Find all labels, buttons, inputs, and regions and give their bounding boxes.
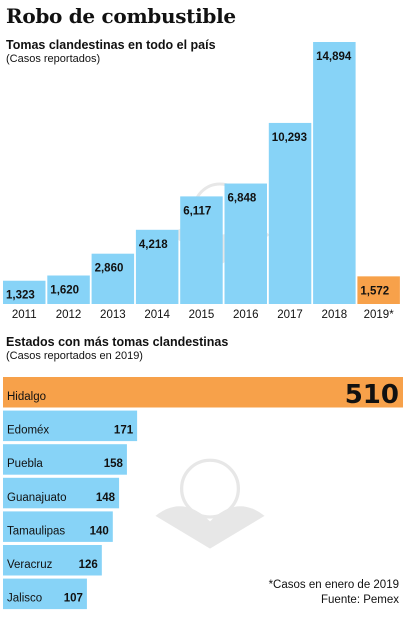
hbar-value-Hidalgo: 510 bbox=[345, 380, 399, 410]
hbar-label-Jalisco: Jalisco bbox=[7, 593, 42, 605]
x-tick-2018: 2018 bbox=[322, 309, 348, 321]
hbar-label-Guanajuato: Guanajuato bbox=[7, 492, 66, 504]
bar-value-2012: 1,620 bbox=[50, 285, 79, 297]
top-chart-title: Tomas clandestinas en todo el país bbox=[6, 38, 216, 52]
bar-2016 bbox=[224, 183, 267, 304]
x-tick-2012: 2012 bbox=[56, 309, 82, 321]
x-tick-2015: 2015 bbox=[189, 309, 215, 321]
bar-2014 bbox=[135, 229, 179, 304]
hbar-value-Jalisco: 107 bbox=[64, 593, 83, 605]
hbar-Edoméx bbox=[3, 410, 138, 442]
bar-2017 bbox=[268, 122, 312, 304]
hbar-Jalisco bbox=[3, 578, 87, 610]
bar-2013 bbox=[91, 253, 135, 304]
bar-value-2018: 14,894 bbox=[316, 51, 352, 63]
bar-value-2017: 10,293 bbox=[272, 132, 307, 144]
vertical-bar-chart: 1,323 2011 1,620 2012 2,860 2013 4,218 2014 6,11… bbox=[3, 42, 400, 321]
bar-2015 bbox=[180, 196, 223, 304]
source: Fuente: Pemex bbox=[321, 594, 399, 606]
bar-value-2013: 2,860 bbox=[95, 263, 124, 275]
hbar-Veracruz bbox=[3, 545, 102, 576]
x-tick-2013: 2013 bbox=[100, 309, 126, 321]
footnote: *Casos en enero de 2019 bbox=[268, 579, 399, 591]
hbar-value-Guanajuato: 148 bbox=[96, 492, 116, 504]
bar-value-2016: 6,848 bbox=[228, 193, 257, 205]
hbar-value-Puebla: 158 bbox=[104, 458, 124, 470]
bar-2019* bbox=[357, 276, 400, 304]
x-tick-2019*: 2019* bbox=[364, 309, 395, 321]
hbar-value-Tamaulipas: 140 bbox=[90, 525, 109, 537]
x-tick-2016: 2016 bbox=[233, 309, 259, 321]
hbar-label-Edoméx: Edoméx bbox=[7, 425, 49, 437]
watermark-eagle-icon-2 bbox=[155, 458, 265, 549]
hbar-Puebla bbox=[3, 444, 127, 475]
x-tick-2017: 2017 bbox=[277, 309, 303, 321]
hbar-Guanajuato bbox=[3, 477, 120, 509]
bar-value-2011: 1,323 bbox=[6, 290, 35, 302]
hbar-label-Hidalgo: Hidalgo bbox=[7, 391, 46, 403]
bar-value-2015: 6,117 bbox=[183, 205, 211, 217]
chart-title: Robo de combustible bbox=[6, 4, 236, 28]
hbar-label-Tamaulipas: Tamaulipas bbox=[7, 525, 65, 537]
footer: *Casos en enero de 2019 Fuente: Pemex bbox=[269, 578, 399, 608]
bar-2011 bbox=[3, 280, 46, 304]
bottom-chart-title: Estados con más tomas clandestinas bbox=[6, 335, 229, 349]
hbar-Tamaulipas bbox=[3, 511, 113, 542]
bar-2012 bbox=[47, 275, 90, 304]
bottom-chart-subtitle: (Casos reportados en 2019) bbox=[6, 350, 143, 362]
hbar-Hidalgo bbox=[3, 377, 403, 408]
hbar-label-Puebla: Puebla bbox=[7, 458, 43, 470]
hbar-value-Edoméx: 171 bbox=[114, 425, 134, 437]
x-tick-2014: 2014 bbox=[144, 309, 170, 321]
bar-value-2019*: 1,572 bbox=[360, 285, 389, 297]
x-tick-2011: 2011 bbox=[12, 309, 37, 321]
bar-value-2014: 4,218 bbox=[139, 239, 168, 251]
hbar-label-Veracruz: Veracruz bbox=[7, 559, 53, 571]
bar-2018 bbox=[313, 42, 356, 304]
hbar-value-Veracruz: 126 bbox=[79, 559, 98, 571]
top-chart-subtitle: (Casos reportados) bbox=[6, 53, 101, 65]
